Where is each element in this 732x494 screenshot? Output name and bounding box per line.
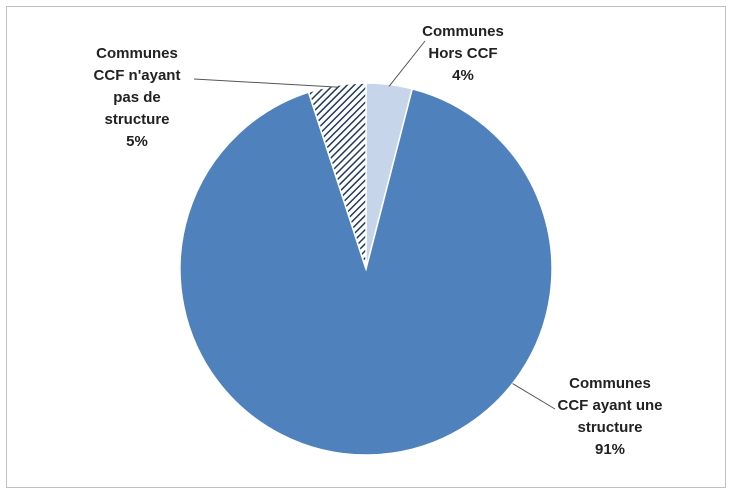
slice-label-ccf-avec-structure: Communes CCF ayant une structure 91% xyxy=(557,375,663,458)
leader-line-0 xyxy=(388,40,426,87)
leader-line-2 xyxy=(193,78,338,88)
slice-ccf-sans-structure xyxy=(307,82,367,270)
chart-area: Communes Hors CCF 4% Communes CCF n'ayan… xyxy=(6,6,726,488)
slice-ccf-avec-structure xyxy=(179,87,553,456)
leader-line-1 xyxy=(512,383,556,410)
pie-chart xyxy=(179,40,556,456)
slice-label-ccf-sans-structure: Communes CCF n'ayant pas de structure 5% xyxy=(93,45,181,150)
slice-label-hors-ccf: Communes Hors CCF 4% xyxy=(422,23,504,84)
